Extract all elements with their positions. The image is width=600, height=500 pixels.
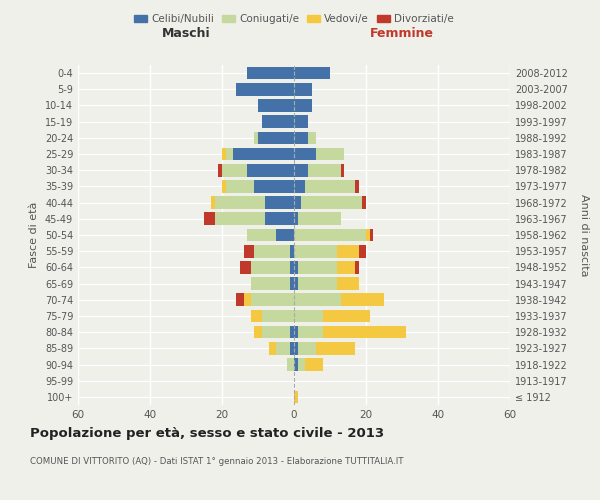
Bar (341, 164, 344, 176)
Bar (294, 390, 298, 403)
Bar (290, 326, 294, 338)
Bar (294, 180, 305, 192)
Bar (298, 278, 337, 290)
Bar (204, 212, 215, 225)
Bar (222, 164, 247, 176)
Bar (262, 116, 294, 128)
Bar (305, 180, 355, 192)
Bar (276, 342, 290, 354)
Text: Maschi: Maschi (161, 27, 211, 40)
Bar (251, 294, 294, 306)
Bar (294, 278, 298, 290)
Bar (294, 196, 301, 209)
Bar (269, 342, 276, 354)
Y-axis label: Anni di nascita: Anni di nascita (579, 194, 589, 276)
Bar (294, 358, 298, 371)
Bar (294, 228, 366, 241)
Bar (262, 310, 294, 322)
Bar (251, 278, 290, 290)
Bar (290, 261, 294, 274)
Bar (301, 196, 362, 209)
Bar (370, 228, 373, 241)
Bar (294, 212, 298, 225)
Text: Femmine: Femmine (370, 27, 434, 40)
Bar (254, 326, 262, 338)
Y-axis label: Fasce di età: Fasce di età (29, 202, 39, 268)
Bar (265, 196, 294, 209)
Bar (305, 358, 323, 371)
Bar (294, 245, 337, 258)
Bar (251, 261, 290, 274)
Bar (258, 132, 294, 144)
Bar (298, 342, 316, 354)
Bar (215, 212, 265, 225)
Bar (316, 148, 344, 160)
Bar (254, 245, 290, 258)
Bar (294, 310, 323, 322)
Bar (298, 326, 323, 338)
Bar (287, 358, 294, 371)
Bar (298, 212, 341, 225)
Bar (323, 326, 406, 338)
Bar (222, 180, 226, 192)
Bar (247, 67, 294, 80)
Bar (240, 261, 251, 274)
Bar (298, 358, 305, 371)
Bar (211, 196, 215, 209)
Bar (294, 261, 298, 274)
Bar (262, 326, 290, 338)
Bar (294, 342, 298, 354)
Bar (341, 294, 384, 306)
Text: Popolazione per età, sesso e stato civile - 2013: Popolazione per età, sesso e stato civil… (30, 428, 384, 440)
Bar (254, 180, 294, 192)
Bar (298, 261, 337, 274)
Bar (290, 245, 294, 258)
Bar (233, 148, 294, 160)
Bar (215, 196, 265, 209)
Bar (294, 116, 308, 128)
Bar (226, 148, 233, 160)
Bar (258, 99, 294, 112)
Bar (290, 278, 294, 290)
Text: COMUNE DI VITTORITO (AQ) - Dati ISTAT 1° gennaio 2013 - Elaborazione TUTTITALIA.: COMUNE DI VITTORITO (AQ) - Dati ISTAT 1°… (30, 458, 404, 466)
Bar (294, 99, 312, 112)
Bar (222, 148, 226, 160)
Bar (294, 67, 330, 80)
Bar (337, 278, 359, 290)
Bar (254, 132, 258, 144)
Legend: Celibi/Nubili, Coniugati/e, Vedovi/e, Divorziati/e: Celibi/Nubili, Coniugati/e, Vedovi/e, Di… (130, 10, 458, 29)
Bar (359, 245, 366, 258)
Bar (290, 342, 294, 354)
Bar (362, 196, 366, 209)
Bar (247, 228, 276, 241)
Bar (218, 164, 222, 176)
Bar (294, 164, 308, 176)
Bar (247, 164, 294, 176)
Bar (236, 294, 244, 306)
Bar (308, 164, 341, 176)
Bar (236, 83, 294, 96)
Bar (226, 180, 254, 192)
Bar (316, 342, 355, 354)
Bar (276, 228, 294, 241)
Bar (244, 245, 254, 258)
Bar (366, 228, 370, 241)
Bar (294, 148, 316, 160)
Bar (294, 83, 312, 96)
Bar (355, 180, 359, 192)
Bar (294, 132, 308, 144)
Bar (294, 294, 341, 306)
Bar (337, 261, 355, 274)
Bar (337, 245, 359, 258)
Bar (244, 294, 251, 306)
Bar (294, 326, 298, 338)
Bar (355, 261, 359, 274)
Bar (251, 310, 262, 322)
Bar (265, 212, 294, 225)
Bar (308, 132, 316, 144)
Bar (323, 310, 370, 322)
